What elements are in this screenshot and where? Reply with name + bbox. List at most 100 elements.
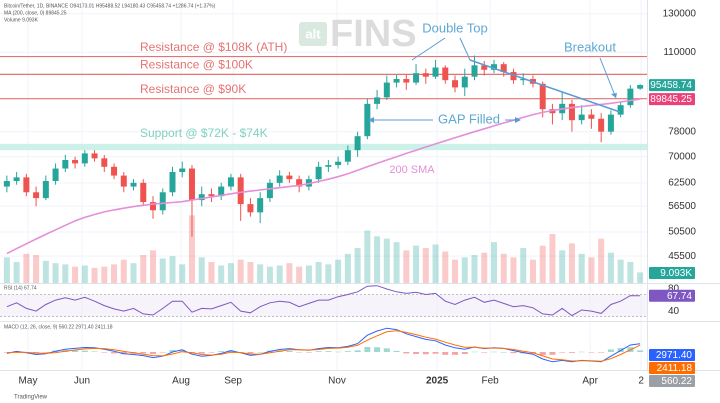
- candle-body: [598, 118, 605, 132]
- support-label: Support @ $72K - $74K: [140, 126, 268, 140]
- candle-body: [130, 182, 137, 187]
- macd-histogram-bar: [325, 351, 332, 352]
- rsi-line: [6, 285, 641, 317]
- level-label: Resistance @ $90K: [140, 82, 246, 96]
- macd-histogram-bar: [3, 352, 10, 353]
- candle-body: [627, 88, 634, 106]
- volume-bar: [237, 259, 244, 283]
- candle-body: [471, 65, 478, 77]
- candle-body: [257, 198, 264, 213]
- volume-badge-bg: [649, 267, 695, 279]
- rsi-band: [0, 294, 647, 317]
- candle-body: [510, 72, 517, 81]
- volume-bar: [335, 259, 342, 283]
- candle-body: [188, 168, 195, 201]
- macd-histogram-bar: [393, 350, 400, 352]
- grid: [0, 0, 647, 370]
- macd-histogram-bar: [442, 352, 449, 355]
- candle-body: [140, 182, 147, 203]
- candle-body: [315, 166, 322, 180]
- candle-body: [91, 153, 98, 159]
- candle-body: [276, 175, 283, 183]
- candle-body: [617, 105, 624, 115]
- macd-histogram-bar: [208, 352, 215, 353]
- candle-body: [637, 85, 644, 89]
- x-tick-label: Jun: [74, 376, 90, 387]
- candle-body: [13, 177, 20, 182]
- candle-body: [520, 79, 527, 81]
- volume-badge: 9.093K: [660, 268, 692, 279]
- volume-bar: [520, 248, 527, 283]
- macd-histogram-bar: [559, 352, 566, 353]
- footer: TradingView: [14, 395, 48, 401]
- axes: May Jun Aug Sep Nov 2025 Feb Apr 2 130000 110000 78…: [19, 8, 697, 387]
- candle-body: [335, 161, 342, 166]
- macd-histogram-bar: [364, 346, 371, 352]
- candle-body: [588, 114, 595, 119]
- macd-histogram-bar: [159, 352, 166, 353]
- volume-bar: [286, 263, 293, 283]
- macd-histogram-bar: [588, 352, 595, 353]
- rsi-label: RSI (14) 67.74: [4, 285, 37, 291]
- candle-body: [81, 153, 88, 164]
- candle-body: [442, 67, 449, 81]
- price-badge: 95458.74: [650, 80, 692, 91]
- macd-histogram-bar: [81, 350, 88, 352]
- breakout-arrowhead: [611, 93, 617, 98]
- volume-bar: [218, 265, 225, 283]
- volume-bar: [413, 245, 420, 283]
- macd-histogram-bar: [607, 349, 614, 352]
- volume-bar: [588, 257, 595, 283]
- annotation: GAP Filled: [438, 111, 500, 126]
- sma-line: [6, 98, 641, 255]
- macd-histogram-bar: [568, 352, 575, 353]
- volume-bar: [461, 257, 468, 283]
- volume-bar: [33, 255, 40, 283]
- candle-body: [237, 177, 244, 205]
- macd-histogram-bar: [111, 352, 118, 354]
- macd-histogram-bar: [227, 350, 234, 352]
- level-label: Resistance @ $108K (ATH): [140, 40, 287, 54]
- volume-bar: [62, 264, 69, 283]
- candle-body: [33, 192, 40, 199]
- volume-bar: [627, 262, 634, 283]
- macd-histogram-bar: [296, 352, 303, 353]
- volume-bar: [140, 255, 147, 283]
- volume-bar: [539, 245, 546, 283]
- legend-line: Volume 9.093K: [4, 17, 39, 23]
- volume-bar: [296, 266, 303, 283]
- volume-bar: [111, 264, 118, 283]
- support-band: [0, 143, 647, 151]
- volume-bar: [72, 266, 79, 283]
- candle-body: [607, 114, 614, 132]
- volume-bar: [568, 243, 575, 283]
- candle-body: [568, 103, 575, 121]
- macd-histogram-bar: [91, 351, 98, 352]
- volume-bar: [208, 262, 215, 283]
- macd-histogram-bar: [218, 351, 225, 352]
- volume-bar: [344, 253, 351, 283]
- macd-histogram-bar: [150, 352, 157, 354]
- volume-bar: [227, 263, 234, 283]
- volume-bar: [617, 259, 624, 283]
- volume-bar: [198, 257, 205, 283]
- volume-bar: [374, 236, 381, 283]
- macd-histogram-bar: [598, 352, 605, 353]
- macd-histogram-bar: [383, 348, 390, 352]
- candle-body: [490, 64, 497, 70]
- volume-bar: [598, 238, 605, 283]
- macd-histogram-bar: [500, 352, 507, 353]
- x-tick-label: May: [19, 376, 38, 387]
- rsi-tick-label: 40: [668, 306, 680, 317]
- candle-body: [247, 204, 254, 213]
- macd-histogram-bar: [198, 352, 205, 354]
- candle-body: [461, 76, 468, 88]
- candle-body: [42, 181, 49, 199]
- candle-body: [481, 65, 488, 70]
- sma-label: 200 SMA: [389, 164, 435, 176]
- volume-bar: [120, 259, 127, 283]
- histogram-badge: 560.22: [661, 376, 692, 387]
- signal-line: [6, 330, 641, 362]
- macd-histogram-bar: [481, 352, 488, 353]
